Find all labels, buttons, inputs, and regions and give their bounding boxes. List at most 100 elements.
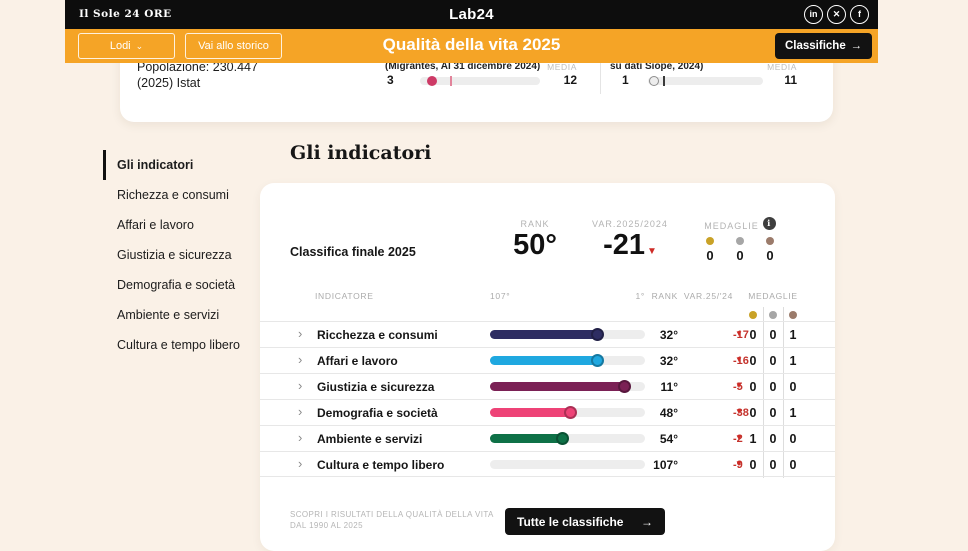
table-row[interactable]: › Ambiente e servizi 54° -2 ▼ 1 0 0 <box>260 425 835 451</box>
gold-medal-count: 0 <box>749 380 757 394</box>
population-line2: (2025) Istat <box>137 76 201 90</box>
table-row[interactable]: › Giustizia e sicurezza 11° -5 ▼ 0 0 0 <box>260 373 835 399</box>
siope-slider <box>648 76 763 86</box>
row-rank-value: 48° <box>659 406 678 420</box>
siope-slider-tick <box>662 76 665 86</box>
bronze-medal-count: 1 <box>789 328 797 342</box>
rank-bar-track <box>490 431 645 445</box>
col-variation: VAR.25/'24 <box>683 291 733 301</box>
top-black-bar: Il Sole 24 ORE Lab24 in ✕ f <box>65 0 878 29</box>
silver-medal-count: 0 <box>769 432 777 446</box>
indicators-panel: Classifica finale 2025 RANK 50° VAR.2025… <box>260 183 835 551</box>
migrantes-slider-tick <box>450 76 452 86</box>
chevron-right-icon: › <box>298 378 303 393</box>
col-worst-rank: 107° <box>490 291 511 301</box>
final-ranking-label: Classifica finale 2025 <box>290 245 416 259</box>
facebook-icon[interactable]: f <box>850 4 869 24</box>
migrantes-metric-label: (Migrantes, Al 31 dicembre 2024) <box>385 61 541 72</box>
population-line1: Popolazione: 230.447 <box>137 60 258 74</box>
siope-slider-marker <box>649 76 660 86</box>
column-divider <box>783 307 784 478</box>
silver-medal-count: 0 <box>769 354 777 368</box>
col-medals: MEDAGLIE <box>748 291 798 301</box>
indicator-rows: › Ricchezza e consumi 32° -17 ▼ 0 0 1 › Affari e … <box>260 321 835 477</box>
migrantes-media-label: MEDIA <box>547 62 577 72</box>
city-dropdown-label: Lodi <box>109 40 131 52</box>
rank-bar-fill <box>490 382 627 391</box>
siope-media-value: 11 <box>784 73 797 87</box>
sidebar-item[interactable]: Cultura e tempo libero <box>117 338 240 352</box>
x-icon[interactable]: ✕ <box>827 4 846 24</box>
table-row[interactable]: › Demografia e società 48° -38 ▼ 0 0 1 <box>260 399 835 425</box>
silver-medal-count: 0 <box>769 328 777 342</box>
page-title: Qualità della vita 2025 <box>382 35 561 54</box>
rank-bar-track <box>490 353 645 367</box>
rank-bar-fill <box>490 434 565 443</box>
variation-summary: VAR.2025/2024 -21 ▼ <box>585 219 675 268</box>
rank-bar-fill <box>490 408 573 417</box>
table-row[interactable]: › Ricchezza e consumi 32° -17 ▼ 0 0 1 <box>260 321 835 347</box>
rank-bar-track <box>490 327 645 341</box>
rank-summary: RANK 50° <box>490 219 580 261</box>
city-dropdown[interactable]: Lodi ⌄ <box>78 33 175 59</box>
bronze-medal-count: 1 <box>789 354 797 368</box>
sidebar-item[interactable]: Giustizia e sicurezza <box>117 248 232 262</box>
indicator-label: Ricchezza e consumi <box>317 328 438 342</box>
row-rank-value: 54° <box>659 432 678 446</box>
orange-title-bar: Lodi ⌄ Vai allo storico Qualità della vi… <box>65 29 878 63</box>
chevron-right-icon: › <box>298 430 303 445</box>
col-rank: RANK <box>651 291 678 301</box>
chevron-right-icon: › <box>298 456 303 471</box>
chevron-down-icon: ⌄ <box>135 40 144 51</box>
down-triangle-icon: ▼ <box>735 433 743 442</box>
rank-bar-track <box>490 379 645 393</box>
silver-medal-icon <box>769 311 777 319</box>
medals-summary: MEDAGLIE i 0 0 0 <box>701 217 779 263</box>
sidebar-item[interactable]: Ambiente e servizi <box>117 308 220 322</box>
historic-button-label: Vai allo storico <box>198 40 269 52</box>
historic-button[interactable]: Vai allo storico <box>185 33 282 59</box>
population-text: Popolazione: 230.447 (2025) Istat <box>137 59 258 91</box>
silver-medal-icon <box>736 237 744 245</box>
table-row[interactable]: › Affari e lavoro 32° -16 ▼ 0 0 1 <box>260 347 835 373</box>
variation-value: -21 ▼ <box>603 229 657 261</box>
sidebar-item[interactable]: Demografia e società <box>117 278 236 292</box>
rank-bar-knob <box>590 353 604 367</box>
row-rank-value: 107° <box>653 458 678 472</box>
linkedin-icon[interactable]: in <box>804 4 823 24</box>
bronze-medal-icon <box>766 237 774 245</box>
down-triangle-icon: ▼ <box>735 329 743 338</box>
silver-medal-count: 0 <box>769 380 777 394</box>
table-row[interactable]: › Cultura e tempo libero 107° -9 ▼ 0 0 0 <box>260 451 835 477</box>
migrantes-slider <box>420 76 540 86</box>
indicator-label: Giustizia e sicurezza <box>317 380 435 394</box>
sidebar-item[interactable]: Gli indicatori <box>103 150 273 180</box>
sidebar: Gli indicatori Richezza e consumi Affari e… <box>103 150 273 360</box>
section-heading: Gli indicatori <box>290 142 432 164</box>
bronze-medal-count: 0 <box>789 380 797 394</box>
medals-label: MEDAGLIE <box>704 221 759 231</box>
sidebar-item[interactable]: Affari e lavoro <box>117 218 194 232</box>
chevron-right-icon: › <box>298 404 303 419</box>
indicator-label: Cultura e tempo libero <box>317 458 445 472</box>
all-rankings-button[interactable]: Tutte le classifiche → <box>505 508 665 535</box>
silver-medal-count: 0 <box>769 406 777 420</box>
sidebar-item[interactable]: Richezza e consumi <box>117 188 229 202</box>
social-icons: in ✕ f <box>804 4 869 24</box>
gold-medal-count: 0 <box>749 354 757 368</box>
rankings-button[interactable]: Classifiche → <box>775 33 872 59</box>
chevron-right-icon: › <box>298 326 303 341</box>
bronze-medal-icon <box>789 311 797 319</box>
row-rank-value: 32° <box>659 328 678 342</box>
arrow-right-icon: → <box>850 40 863 52</box>
row-rank-value: 32° <box>659 354 678 368</box>
gold-medal-count: 0 <box>749 406 757 420</box>
siope-value: 1 <box>622 73 629 87</box>
siope-metric-label: su dati Siope, 2024) <box>610 61 704 72</box>
col-best-rank: 1° <box>635 291 645 301</box>
silver-medal-count: 0 <box>736 248 744 263</box>
down-triangle-icon: ▼ <box>647 246 657 257</box>
info-icon[interactable]: i <box>762 217 776 230</box>
gold-medal-count: 0 <box>749 328 757 342</box>
